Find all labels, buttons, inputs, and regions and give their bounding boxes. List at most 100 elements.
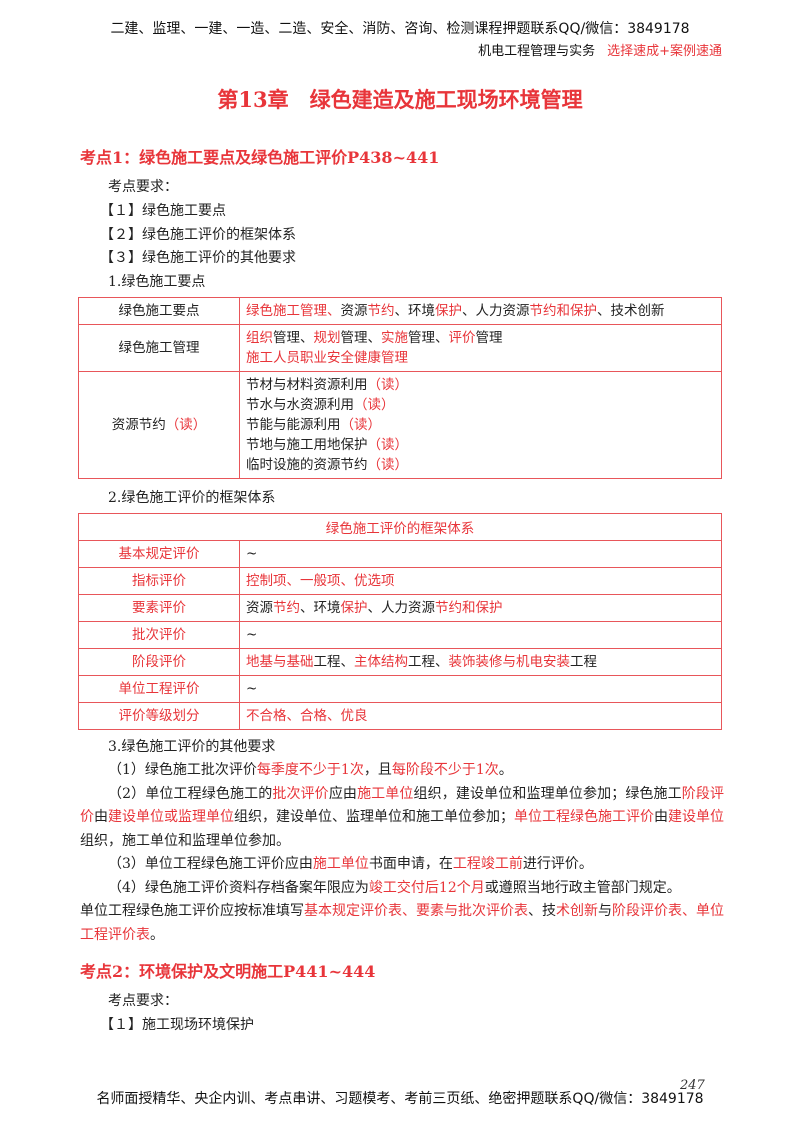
text-segment: 节约	[367, 303, 395, 319]
subheading: 1.绿色施工要点	[108, 274, 206, 290]
text-segment: 进行评价。	[522, 856, 593, 872]
text-segment: 节材与材料资源利用	[246, 377, 368, 393]
requirements-label: 考点要求：	[108, 179, 178, 195]
requirements-paragraphs: （1）绿色施工批次评价每季度不少于1次，且每阶段不少于1次。 （2）单位工程绿色施…	[80, 759, 724, 947]
table-row: 批次评价 ~	[78, 621, 722, 649]
text-segment: 组织，建设单位和监理单位参加；绿色施工	[413, 785, 682, 802]
text-segment: 绿色施工管理、	[246, 303, 341, 319]
text-segment: 、人力资源	[462, 303, 530, 319]
text-segment: （读）	[165, 417, 207, 433]
content-line: 节能与能源利用（读）	[246, 415, 715, 435]
text-segment: 实施	[381, 330, 408, 346]
row-content: 资源节约、环境保护、人力资源节约和保护	[239, 594, 722, 622]
text-segment: 与	[598, 903, 612, 919]
text-segment: （读）	[354, 397, 395, 413]
text-segment: 资源	[246, 600, 273, 616]
row-label: 基本规定评价	[78, 540, 240, 568]
table-row: 阶段评价 地基与基础工程、主体结构工程、装饰装修与机电安装工程	[78, 648, 722, 676]
row-label: 要素评价	[78, 594, 240, 622]
table-row: 评价等级划分 不合格、合格、优良	[78, 702, 722, 730]
text-segment: 节约	[273, 600, 300, 616]
requirements-label: 考点要求：	[108, 993, 178, 1009]
text-segment: （3）单位工程绿色施工评价应由	[108, 856, 313, 872]
requirement-item: 【１】绿色施工要点	[100, 203, 226, 219]
content-line: 组织管理、规划管理、实施管理、评价管理	[246, 328, 715, 348]
row-content: 地基与基础工程、主体结构工程、装饰装修与机电安装工程	[239, 648, 722, 676]
text-segment: 、技术创新	[597, 303, 665, 319]
row-content: ~	[239, 675, 722, 703]
paragraph: 单位工程绿色施工评价应按标准填写基本规定评价表、要素与批次评价表、技术创新与阶段…	[80, 900, 724, 947]
subheading: 3.绿色施工评价的其他要求	[108, 739, 276, 755]
header-contact: 二建、监理、一建、一造、二造、安全、消防、咨询、检测课程押题联系QQ/微信：38…	[110, 21, 690, 37]
content-line: 施工人员职业安全健康管理	[246, 348, 715, 368]
requirement-item: 【３】绿色施工评价的其他要求	[100, 250, 296, 266]
text-segment: 竣工交付后12个月	[368, 879, 485, 896]
row-label: 绿色施工要点	[78, 297, 240, 325]
table-row: 基本规定评价 ~	[78, 540, 722, 568]
text-segment: 保护	[435, 303, 462, 319]
text-segment: 批次评价	[272, 785, 329, 802]
text-segment: 单位工程绿色施工评价应按标准填写	[80, 903, 304, 919]
text-segment: 节水与水资源利用	[246, 397, 354, 413]
text-segment: 建设单位	[668, 809, 724, 825]
text-segment: 地基与基础	[246, 654, 314, 670]
row-label: 评价等级划分	[78, 702, 240, 730]
text-segment: 主体结构	[354, 654, 408, 670]
row-label: 资源节约（读）	[78, 371, 240, 479]
row-label: 阶段评价	[78, 648, 240, 676]
text-segment: 。	[498, 762, 513, 778]
text-segment: 绿色施工管理	[118, 340, 200, 356]
section-heading-1: 考点1：绿色施工要点及绿色施工评价P438~441	[80, 148, 440, 167]
text-segment: （读）	[367, 457, 409, 473]
content-line: 节材与材料资源利用（读）	[246, 375, 715, 395]
text-segment: 每季度不少于1次	[256, 762, 364, 778]
text-segment: 、环境	[300, 600, 341, 616]
text-segment: 管理、	[340, 330, 382, 346]
row-label: 批次评价	[78, 621, 240, 649]
text-segment: 工程	[570, 654, 597, 670]
row-content: 绿色施工管理、资源节约、环境保护、人力资源节约和保护、技术创新	[239, 297, 722, 325]
table-row: 单位工程评价 ~	[78, 675, 722, 703]
paragraph: （3）单位工程绿色施工评价应由施工单位书面申请，在工程竣工前进行评价。	[80, 853, 724, 877]
text-segment: 管理、	[408, 330, 449, 346]
text-segment: 术创新	[556, 903, 598, 919]
text-segment: 单位工程绿色施工评价	[514, 809, 654, 825]
text-segment: 基本规定评价表、要素与批次评价表	[304, 903, 528, 919]
text-segment: （读）	[367, 437, 409, 453]
text-segment: 节约和保护	[435, 600, 503, 616]
text-segment: 评价	[448, 330, 476, 346]
text-segment: （读）	[367, 377, 409, 393]
row-content: ~	[239, 540, 722, 568]
text-segment: （读）	[340, 417, 382, 433]
requirement-item: 【１】施工现场环境保护	[100, 1017, 254, 1033]
text-segment: 绿色施工要点	[118, 303, 200, 319]
content-line: 临时设施的资源节约（读）	[246, 455, 715, 475]
text-segment: 书面申请，在	[368, 856, 453, 872]
text-segment: 组织，施工单位和监理单位参加。	[80, 832, 290, 849]
paragraph: （1）绿色施工批次评价每季度不少于1次，且每阶段不少于1次。	[80, 759, 724, 783]
text-segment: 装饰装修与机电安装	[448, 654, 571, 670]
green-construction-table: 绿色施工要点 绿色施工管理、资源节约、环境保护、人力资源节约和保护、技术创新 绿色施…	[78, 297, 722, 479]
text-segment: 资源节约	[111, 417, 166, 433]
text-segment: 管理、	[273, 330, 314, 346]
text-segment: （4）绿色施工评价资料存档备案年限应为	[108, 879, 369, 896]
content-line: 绿色施工管理、资源节约、环境保护、人力资源节约和保护、技术创新	[246, 301, 715, 321]
text-segment: 。	[150, 926, 164, 943]
row-label: 绿色施工管理	[78, 324, 240, 372]
text-segment: 建设单位或监理单位	[108, 809, 234, 825]
header-subject-line: 机电工程管理与实务 选择速成+案例速通	[478, 40, 722, 59]
text-segment: 、环境	[394, 303, 436, 319]
text-segment: 施工单位	[357, 785, 414, 802]
text-segment: 阶段评价	[80, 785, 725, 826]
text-segment: 工程、	[313, 654, 355, 670]
text-segment: 由	[654, 809, 668, 825]
text-segment: ~	[246, 627, 258, 643]
evaluation-framework-table: 绿色施工评价的框架体系 基本规定评价 ~ 指标评价 控制项、一般项、优选项 要素评价 资源…	[78, 513, 722, 730]
text-segment: 节能与能源利用	[246, 417, 341, 433]
slogan: 选择速成+案例速通	[607, 44, 722, 59]
text-segment: 管理	[475, 330, 503, 346]
subject: 机电工程管理与实务	[478, 44, 596, 59]
text-segment: 保护	[340, 600, 368, 616]
text-segment: 阶段评价表、单位工程评价表	[80, 903, 724, 943]
text-segment: 或遵照当地行政主管部门规定。	[484, 879, 681, 896]
